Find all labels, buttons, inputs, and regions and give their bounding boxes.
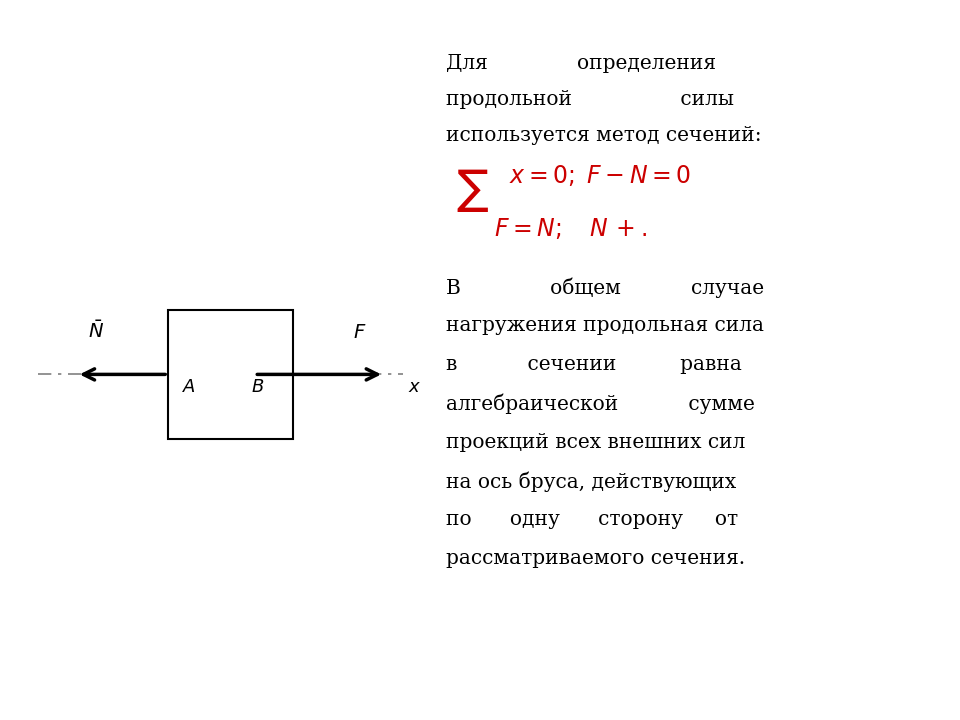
Text: в           сечении          равна: в сечении равна <box>446 355 742 374</box>
Text: В              общем           случае: В общем случае <box>446 277 764 297</box>
Text: проекций всех внешних сил: проекций всех внешних сил <box>446 433 746 451</box>
Text: $x = 0;\;F - N = 0$: $x = 0;\;F - N = 0$ <box>509 163 691 189</box>
Text: $A$: $A$ <box>182 379 196 396</box>
Text: рассматриваемого сечения.: рассматриваемого сечения. <box>446 549 746 568</box>
Text: на ось бруса, действующих: на ось бруса, действующих <box>446 472 736 492</box>
Text: $\bar{N}$: $\bar{N}$ <box>88 320 104 342</box>
Text: $\sum$: $\sum$ <box>456 167 489 214</box>
Text: алгебраической           сумме: алгебраической сумме <box>446 394 756 414</box>
Text: по      одну      сторону     от: по одну сторону от <box>446 510 738 529</box>
Text: нагружения продольная сила: нагружения продольная сила <box>446 316 764 335</box>
Bar <box>168 310 293 439</box>
Text: Для              определения: Для определения <box>446 54 716 73</box>
Text: $B$: $B$ <box>251 379 264 396</box>
Text: продольной                 силы: продольной силы <box>446 90 734 109</box>
Text: $F$: $F$ <box>353 323 367 342</box>
Text: $x$: $x$ <box>408 379 421 396</box>
Text: используется метод сечений:: используется метод сечений: <box>446 126 762 145</box>
Text: $F = N;\quad N\,+.$: $F = N;\quad N\,+.$ <box>494 216 648 241</box>
